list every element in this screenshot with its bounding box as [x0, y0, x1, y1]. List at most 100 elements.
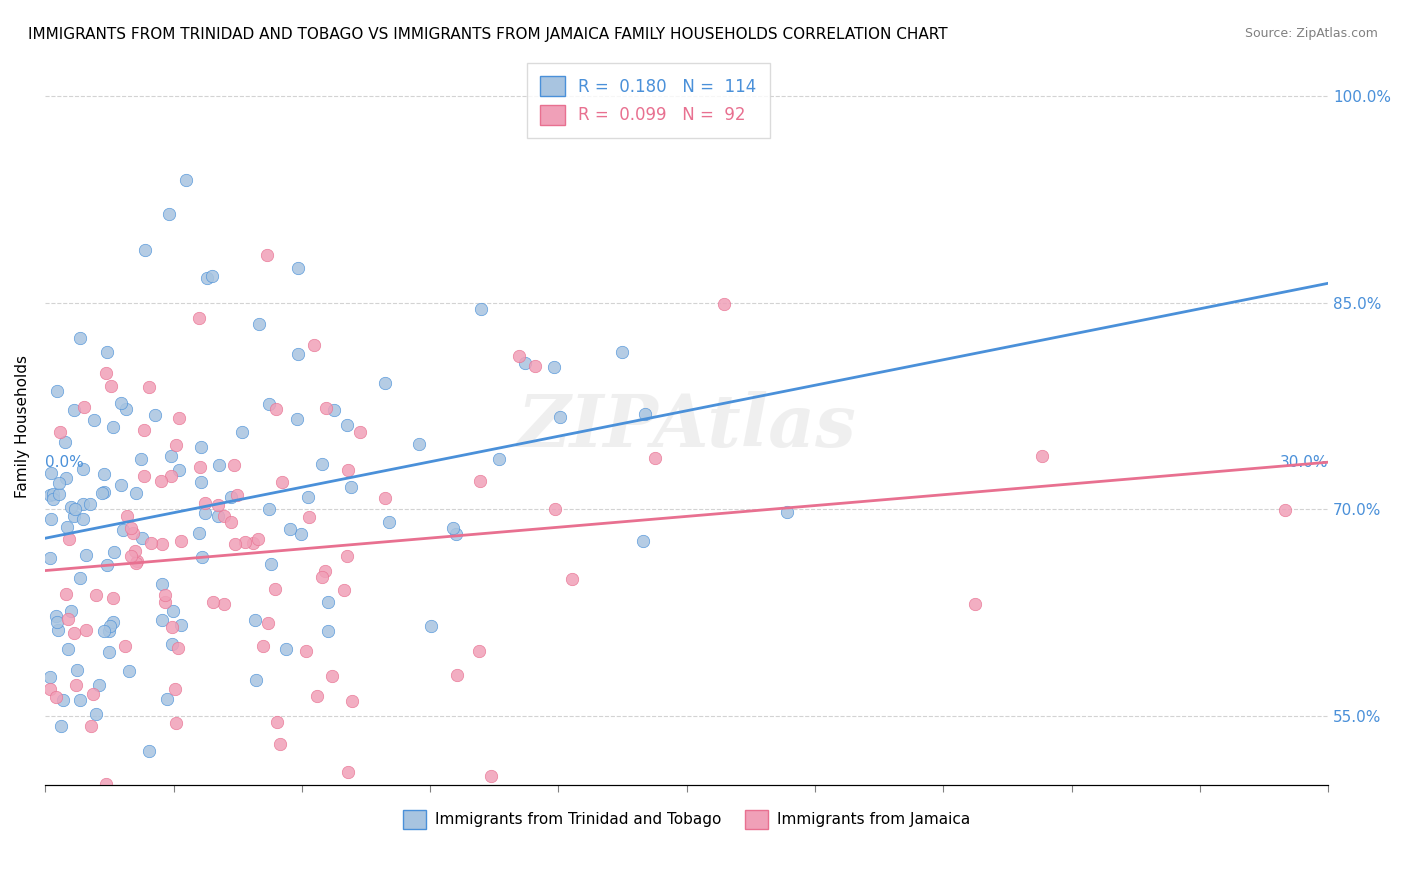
Point — [56, 520, 79, 534]
Point — [129, 452, 152, 467]
Point — [644, 451, 666, 466]
Point — [150, 537, 173, 551]
Point — [167, 463, 190, 477]
Point — [38, 488, 60, 502]
Point — [543, 501, 565, 516]
Y-axis label: Family Households: Family Households — [15, 355, 30, 499]
Point — [444, 527, 467, 541]
Point — [143, 408, 166, 422]
Point — [257, 502, 280, 516]
Point — [349, 425, 371, 440]
Point — [524, 359, 547, 373]
Point — [39, 467, 62, 481]
Point — [122, 525, 145, 540]
Point — [468, 643, 491, 657]
Point — [48, 623, 70, 637]
Point — [83, 413, 105, 427]
Point — [190, 440, 212, 454]
Point — [294, 644, 316, 658]
Text: 30.0%: 30.0% — [1279, 456, 1329, 470]
Point — [56, 642, 79, 657]
Point — [48, 487, 70, 501]
Point — [63, 625, 86, 640]
Point — [713, 297, 735, 311]
Point — [165, 715, 187, 730]
Point — [120, 520, 142, 534]
Point — [408, 437, 430, 451]
Point — [212, 597, 235, 611]
Point — [72, 512, 94, 526]
Point — [157, 206, 180, 220]
Point — [170, 534, 193, 549]
Point — [269, 737, 291, 751]
Point — [323, 403, 346, 417]
Point — [187, 526, 209, 541]
Point — [336, 764, 359, 779]
Point — [120, 549, 142, 563]
Point — [166, 641, 188, 656]
Point — [222, 458, 245, 473]
Point — [160, 449, 183, 463]
Point — [69, 331, 91, 345]
Point — [56, 611, 79, 625]
Point — [124, 556, 146, 570]
Point — [775, 505, 797, 519]
Point — [39, 512, 62, 526]
Point — [631, 534, 654, 549]
Point — [63, 508, 86, 523]
Point — [38, 551, 60, 566]
Point — [276, 642, 298, 657]
Point — [190, 475, 212, 489]
Point — [90, 486, 112, 500]
Point — [150, 577, 173, 591]
Point — [191, 549, 214, 564]
Point — [58, 532, 80, 546]
Point — [89, 678, 111, 692]
Point — [93, 624, 115, 639]
Point — [208, 458, 231, 473]
Point — [38, 670, 60, 684]
Point — [316, 624, 339, 638]
Point — [195, 271, 218, 285]
Point — [259, 557, 281, 571]
Point — [231, 425, 253, 439]
Point — [124, 485, 146, 500]
Text: 0.0%: 0.0% — [45, 456, 84, 470]
Point — [48, 425, 70, 439]
Point — [207, 508, 229, 523]
Point — [65, 501, 87, 516]
Point — [256, 248, 278, 262]
Point — [287, 260, 309, 275]
Point — [38, 681, 60, 696]
Point — [59, 500, 82, 514]
Point — [1274, 502, 1296, 516]
Point — [297, 490, 319, 504]
Point — [49, 719, 72, 733]
Point — [160, 468, 183, 483]
Point — [513, 356, 536, 370]
Point — [233, 535, 256, 549]
Point — [45, 690, 67, 704]
Point — [65, 677, 87, 691]
Point — [174, 172, 197, 186]
Point — [264, 582, 287, 597]
Point — [55, 586, 77, 600]
Point — [419, 619, 441, 633]
Point — [468, 474, 491, 488]
Point — [66, 663, 89, 677]
Point — [79, 719, 101, 733]
Point — [298, 509, 321, 524]
Point — [340, 480, 363, 494]
Point — [42, 487, 65, 501]
Point — [69, 692, 91, 706]
Point — [150, 475, 173, 489]
Point — [82, 687, 104, 701]
Point — [543, 359, 565, 374]
Point — [561, 573, 583, 587]
Point — [134, 244, 156, 258]
Point — [153, 588, 176, 602]
Point — [252, 639, 274, 653]
Point — [53, 434, 76, 449]
Point — [336, 417, 359, 432]
Point — [125, 554, 148, 568]
